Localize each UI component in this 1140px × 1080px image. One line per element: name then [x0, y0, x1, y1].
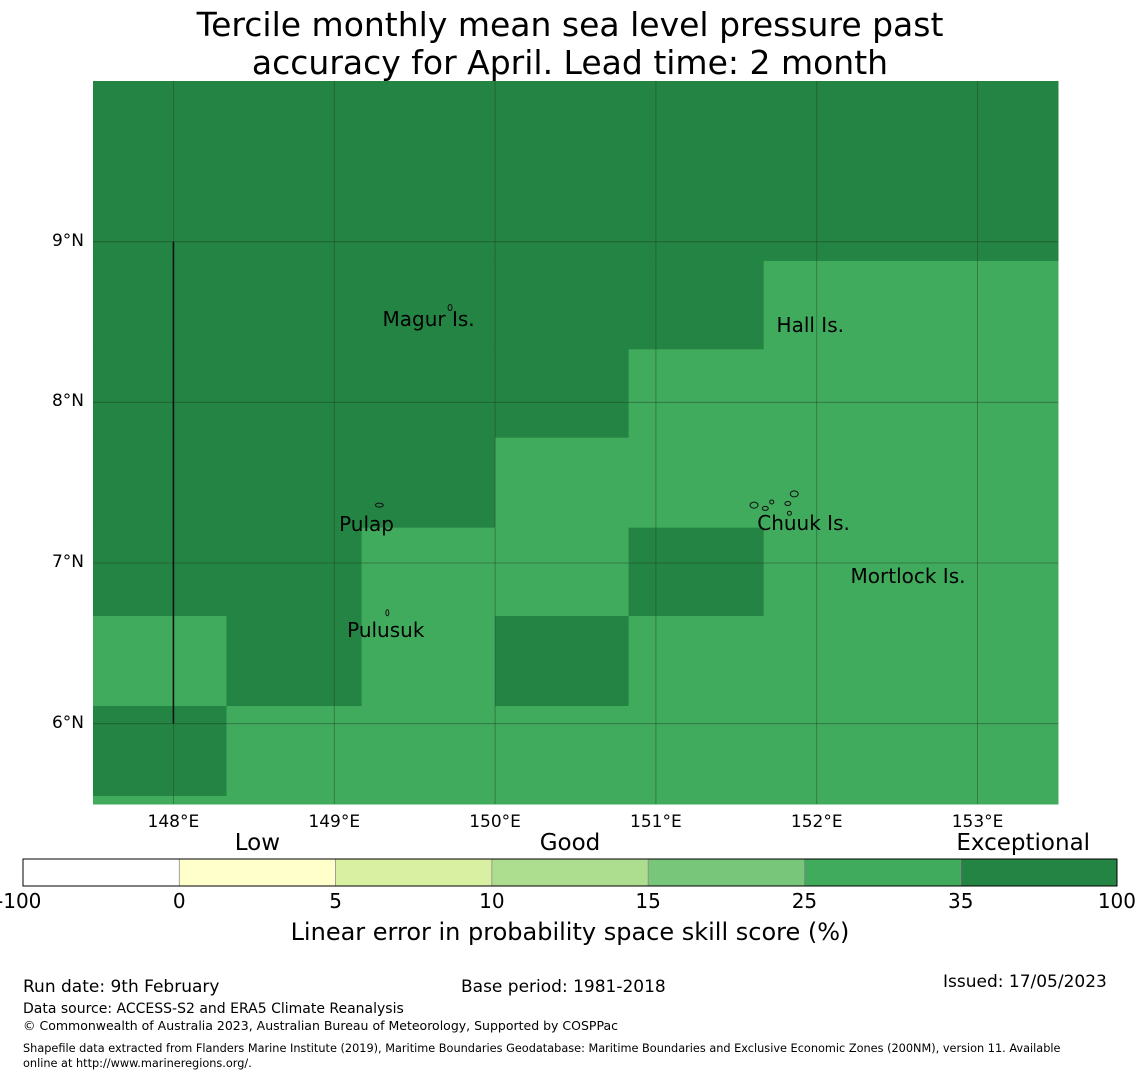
- colorbar-tick-1: 0: [172, 889, 186, 913]
- colorbar-label: Linear error in probability space skill …: [290, 918, 850, 946]
- colorbar-tick-7: 100: [1097, 889, 1136, 913]
- colorbar-tick-3: 10: [479, 889, 505, 913]
- lon-tick-label-152: 152°E: [790, 812, 843, 832]
- map-cell-16: [93, 705, 227, 797]
- island-outline-3: [749, 501, 759, 509]
- place-label-mortlock-is: Mortlock Is.: [850, 563, 966, 588]
- lon-tick-label-150: 150°E: [469, 812, 521, 832]
- base-period: Base period: 1981-2018: [461, 977, 666, 997]
- colorbar-segment-5: [804, 859, 961, 886]
- colorbar-tick-5: 25: [791, 889, 818, 913]
- colorbar-frame: [22, 858, 1118, 887]
- colorbar-segment-2: [335, 859, 492, 886]
- place-label-pulusuk: Pulusuk: [347, 618, 425, 643]
- map-cell-12: [226, 616, 363, 707]
- colorbar-tick-2: 5: [329, 889, 342, 913]
- lon-tick-label-149: 149°E: [308, 812, 361, 832]
- colorbar-category-exceptional: Exceptional: [956, 830, 1091, 856]
- lat-tick-label-9: 9°N: [51, 230, 84, 251]
- map-cell-6: [495, 437, 1059, 529]
- map-cell-18: [93, 795, 227, 805]
- colorbar-tick-4: 15: [635, 889, 661, 913]
- colorbar-segment-1: [179, 859, 336, 886]
- place-label-hall-is: Hall Is.: [776, 313, 844, 338]
- shapefile-credit-line-1: Shapefile data extracted from Flanders M…: [23, 1042, 1061, 1055]
- map-cell-15: [628, 616, 1059, 707]
- colorbar-tick-0: -100: [0, 889, 42, 913]
- colorbar-tick-6: 35: [947, 889, 974, 913]
- lat-tick-label-6: 6°N: [51, 712, 84, 733]
- shapefile-credit-line-2: online at http://www.marineregions.org/.: [23, 1057, 252, 1070]
- data-source: Data source: ACCESS-S2 and ERA5 Climate …: [23, 1001, 404, 1017]
- lon-tick-label-151: 151°E: [630, 812, 682, 832]
- lat-tick-label-7: 7°N: [51, 552, 84, 572]
- run-date: Run date: 9th February: [23, 977, 220, 997]
- chart-title: Tercile monthly mean sea level pressure …: [0, 6, 1140, 82]
- colorbar-segment-6: [960, 859, 1117, 886]
- map-cell-9: [628, 527, 765, 617]
- map-cell-1: [93, 260, 765, 350]
- map-cell-5: [93, 437, 496, 529]
- island-outline-8: [786, 510, 792, 516]
- map-cell-4: [628, 349, 1059, 439]
- lon-tick-label-153: 153°E: [951, 812, 1004, 832]
- place-label-chuuk-is: Chuuk Is.: [757, 510, 850, 535]
- place-label-magur-is: Magur Is.: [382, 306, 475, 331]
- island-outline-4: [761, 505, 769, 511]
- place-label-pulap: Pulap: [339, 512, 394, 537]
- map-cell-14: [495, 616, 630, 707]
- colorbar-segment-3: [491, 859, 649, 886]
- map-cell-11: [93, 616, 227, 707]
- colorbar-category-good: Good: [539, 830, 601, 856]
- island-outline-6: [784, 501, 792, 507]
- copyright: © Commonwealth of Australia 2023, Austra…: [23, 1018, 618, 1033]
- island-outline-5: [769, 499, 775, 505]
- title-line-2: accuracy for April. Lead time: 2 month: [251, 43, 889, 82]
- colorbar-segment-0: [23, 859, 180, 886]
- title-line-1: Tercile monthly mean sea level pressure …: [196, 5, 944, 44]
- colorbar-category-low: Low: [234, 830, 281, 856]
- map-cell-17: [226, 705, 1059, 805]
- map-cell-7: [93, 527, 363, 617]
- lon-tick-label-148: 148°E: [147, 812, 200, 832]
- lat-tick-label-8: 8°N: [51, 391, 84, 412]
- map-cell-2: [763, 260, 1059, 350]
- issued-date: Issued: 17/05/2023: [943, 972, 1107, 992]
- island-outline-1: [385, 609, 390, 617]
- colorbar-segment-4: [648, 859, 805, 886]
- island-outline-0: [374, 502, 384, 508]
- island-outline-2: [447, 304, 453, 312]
- map-cell-13: [361, 616, 496, 707]
- island-outline-7: [789, 490, 799, 498]
- map-cell-3: [93, 349, 630, 439]
- map-cell-0: [93, 81, 1059, 262]
- map-cell-10: [763, 527, 1059, 617]
